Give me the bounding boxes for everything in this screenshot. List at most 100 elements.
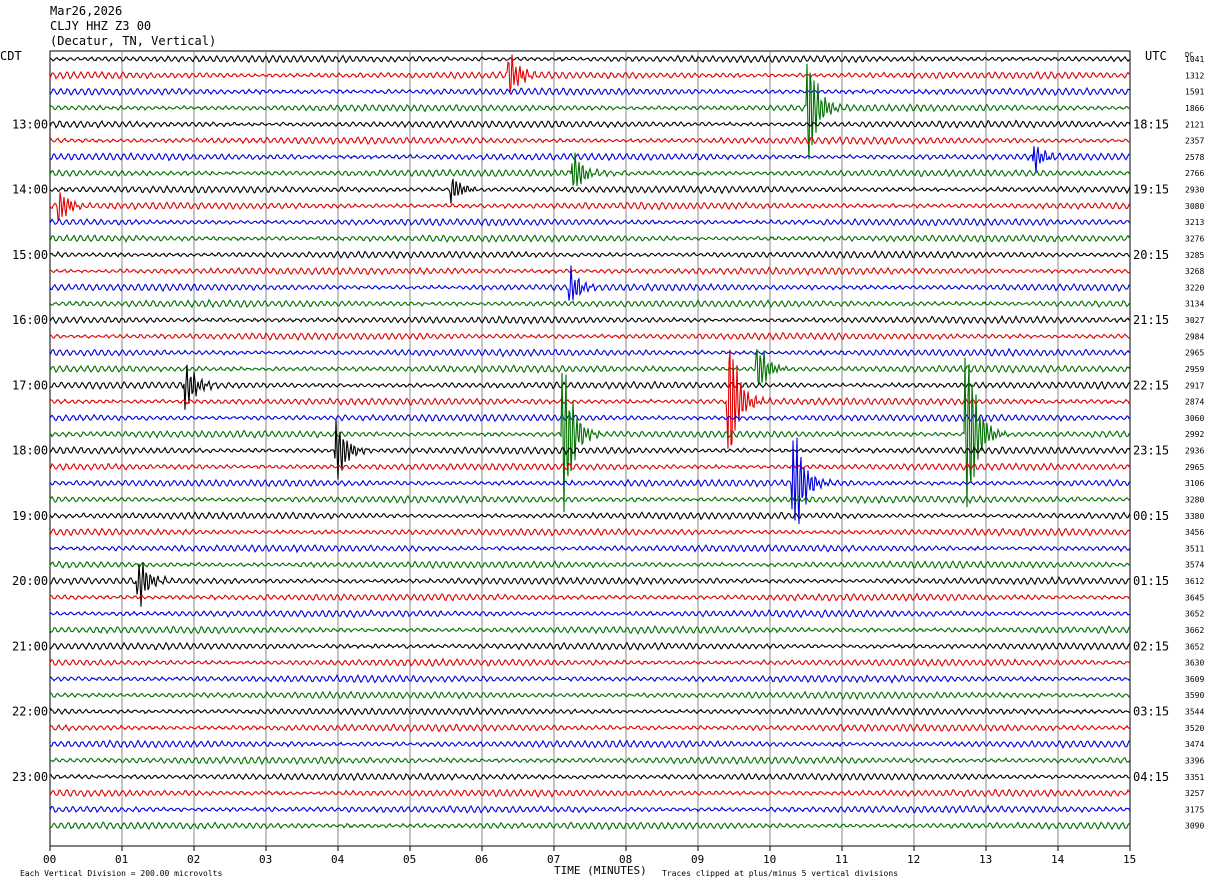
title-location: (Decatur, TN, Vertical) <box>50 34 216 48</box>
right-time-label: 04:15 <box>1133 770 1169 784</box>
dc-offset-label: 2917 <box>1185 381 1204 390</box>
trace-row-5 <box>49 136 1131 146</box>
x-axis-ticks: 00 01 02 03 04 05 06 07 08 09 10 11 12 13 14 15 <box>43 846 1136 866</box>
dc-offset-label: 3456 <box>1185 528 1204 537</box>
dc-offset-label: 2121 <box>1185 120 1204 129</box>
right-time-label: 03:15 <box>1133 705 1169 719</box>
left-time-label: 21:00 <box>12 639 48 653</box>
trace-row-11 <box>49 233 1131 243</box>
dc-offset-label: 3574 <box>1185 561 1204 570</box>
left-time-label: 22:00 <box>12 705 48 719</box>
dc-offset-label: 2766 <box>1185 169 1204 178</box>
trace-row-7 <box>49 152 1131 187</box>
dc-offset-label: 3027 <box>1185 316 1204 325</box>
trace-row-29 <box>49 527 1131 537</box>
trace-row-31 <box>49 560 1131 570</box>
dc-offset-label: 3380 <box>1185 512 1204 521</box>
x-axis-label: TIME (MINUTES) <box>554 864 647 877</box>
left-time-label: 19:00 <box>12 509 48 523</box>
trace-row-32 <box>49 562 1131 607</box>
dc-offset-label: 3213 <box>1185 218 1204 227</box>
trace-row-43 <box>49 755 1131 766</box>
dc-offset-label: 1041 <box>1185 55 1204 64</box>
trace-row-3 <box>49 63 1131 160</box>
trace-row-34 <box>49 608 1131 619</box>
trace-row-27 <box>49 494 1131 505</box>
trace-row-21 <box>49 349 1131 449</box>
x-tick-label: 09 <box>691 853 704 866</box>
left-time-label: 16:00 <box>12 313 48 327</box>
right-time-label: 02:15 <box>1133 639 1169 653</box>
trace-row-24 <box>49 419 1131 480</box>
trace-row-18 <box>49 347 1131 358</box>
trace-row-30 <box>49 543 1131 554</box>
dc-offset-label: 3220 <box>1185 283 1204 292</box>
trace-row-4 <box>49 119 1131 129</box>
dc-offset-label: 3257 <box>1185 789 1204 798</box>
trace-row-23 <box>49 357 1131 513</box>
x-tick-label: 00 <box>43 853 56 866</box>
dc-offset-label: 1866 <box>1185 104 1204 113</box>
x-tick-label: 04 <box>331 853 345 866</box>
dc-offset-label: 3511 <box>1185 544 1204 553</box>
trace-row-19 <box>49 349 1131 385</box>
dc-offset-label: 3612 <box>1185 577 1204 586</box>
plot-frame <box>49 50 1131 847</box>
left-time-label: 20:00 <box>12 574 48 588</box>
trace-row-9 <box>49 192 1131 221</box>
trace-row-35 <box>49 625 1131 635</box>
x-tick-label: 03 <box>259 853 272 866</box>
x-tick-label: 12 <box>907 853 920 866</box>
trace-row-8 <box>49 178 1131 204</box>
trace-row-15 <box>49 298 1131 309</box>
dc-offset-label: 3520 <box>1185 724 1204 733</box>
trace-row-28 <box>49 511 1131 521</box>
x-tick-label: 07 <box>547 853 560 866</box>
trace-row-37 <box>49 657 1131 668</box>
trace-row-16 <box>49 314 1131 325</box>
dc-offset-label: 3276 <box>1185 234 1204 243</box>
dc-offset-label: 2578 <box>1185 153 1204 162</box>
dc-offset-label: 3351 <box>1185 773 1204 782</box>
dc-offset-label: 2984 <box>1185 332 1204 341</box>
trace-row-20 <box>49 364 1131 410</box>
trace-row-6 <box>49 146 1131 174</box>
trace-row-22 <box>49 413 1131 423</box>
trace-row-39 <box>49 690 1131 701</box>
dc-offset-label: 1591 <box>1185 88 1204 97</box>
dc-offset-label: 2959 <box>1185 365 1204 374</box>
dc-offset-label: 2874 <box>1185 398 1204 407</box>
trace-row-12 <box>49 249 1131 260</box>
trace-row-13 <box>49 266 1131 277</box>
trace-row-44 <box>49 772 1131 782</box>
left-time-label: 14:00 <box>12 183 48 197</box>
dc-offset-label: 3285 <box>1185 251 1204 260</box>
dc-offset-labels: 1041 1312 1591 1866 2121 2357 2578 2766 2930 3080… <box>1185 55 1204 831</box>
right-time-label: 18:15 <box>1133 117 1169 131</box>
dc-offset-label: 3662 <box>1185 626 1204 635</box>
dc-offset-label: 3106 <box>1185 479 1204 488</box>
dc-offset-label: 2936 <box>1185 447 1204 456</box>
x-tick-label: 15 <box>1123 853 1136 866</box>
right-time-labels: 18:15 19:15 20:15 21:15 22:15 23:15 00:15 01:15… <box>1133 117 1169 784</box>
dc-offset-label: 3175 <box>1185 805 1204 814</box>
x-tick-label: 11 <box>835 853 848 866</box>
right-time-label: 23:15 <box>1133 444 1169 458</box>
trace-row-36 <box>49 641 1131 651</box>
right-time-label: 00:15 <box>1133 509 1169 523</box>
dc-offset-label: 3396 <box>1185 756 1204 765</box>
seismic-traces <box>49 54 1131 831</box>
dc-offset-label: 3609 <box>1185 675 1204 684</box>
trace-row-33 <box>49 592 1131 602</box>
footer-clip-note: Traces clipped at plus/minus 5 vertical … <box>662 869 898 878</box>
dc-offset-label: 3652 <box>1185 642 1204 651</box>
trace-row-45 <box>49 788 1131 799</box>
dc-offset-label: 2930 <box>1185 186 1204 195</box>
trace-row-10 <box>49 217 1131 227</box>
dc-offset-label: 3590 <box>1185 691 1204 700</box>
dc-offset-label: 3652 <box>1185 610 1204 619</box>
dc-offset-label: 3134 <box>1185 300 1204 309</box>
dc-offset-label: 3645 <box>1185 593 1204 602</box>
left-time-label: 23:00 <box>12 770 48 784</box>
right-timezone-label: UTC <box>1145 49 1167 63</box>
